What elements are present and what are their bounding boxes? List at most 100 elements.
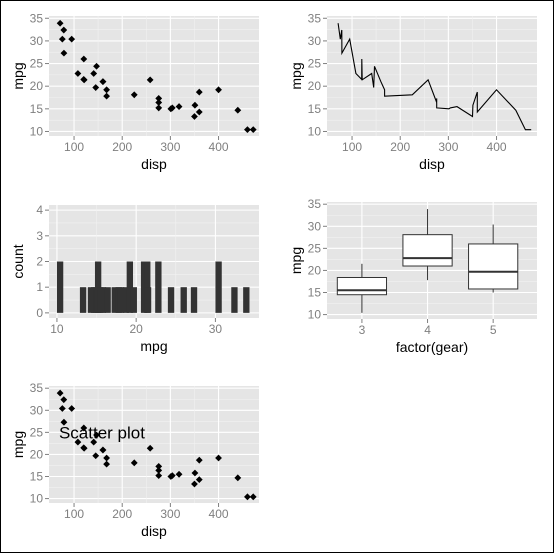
data-point [249, 493, 257, 501]
data-point [92, 84, 100, 91]
y-tick-label: 10 [308, 124, 322, 138]
data-point [68, 35, 76, 43]
y-tick-label: 35 [30, 381, 44, 395]
histogram-bar [99, 287, 107, 313]
histogram-bar [117, 287, 125, 313]
x-tick-label: 4 [424, 323, 431, 337]
x-tick-label: 200 [112, 507, 132, 521]
y-axis-title: mpg [288, 247, 304, 274]
y-tick-label: 10 [30, 124, 44, 138]
y-tick-label: 25 [30, 57, 44, 71]
data-point [215, 454, 222, 462]
data-point [195, 108, 203, 116]
data-point [99, 446, 107, 454]
y-tick-label: 20 [30, 447, 44, 461]
y-axis-title: mpg [10, 431, 26, 458]
y-tick-label: 20 [30, 79, 44, 93]
data-point [146, 444, 154, 452]
data-point [191, 113, 198, 120]
data-point [195, 476, 203, 483]
panel-background [49, 16, 259, 136]
data-point [215, 86, 222, 94]
data-point [68, 405, 76, 412]
data-point [99, 78, 107, 86]
data-point [195, 456, 203, 464]
panel-3: 0 1 2 3 4 10 20 30 mpg count [10, 203, 259, 354]
data-point [175, 470, 183, 478]
data-point [80, 444, 88, 452]
data-point [155, 466, 163, 474]
y-tick-label: 10 [30, 492, 44, 506]
y-tick-label: 20 [308, 263, 322, 277]
histogram-bar [243, 287, 250, 313]
x-tick-label: 10 [50, 322, 64, 336]
y-tick-label: 25 [30, 425, 44, 439]
y-axis-title: mpg [288, 62, 304, 89]
annotation-label: Scatter plot [59, 423, 145, 442]
data-point [191, 469, 199, 477]
x-tick-label: 400 [209, 140, 229, 154]
y-tick-label: 3 [36, 229, 43, 243]
data-point [175, 103, 183, 110]
data-point [74, 438, 82, 446]
data-point [90, 438, 98, 446]
x-axis-title: factor(gear) [396, 339, 468, 355]
data-point [80, 55, 88, 63]
y-tick-label: 35 [308, 11, 322, 25]
y-axis-title: count [10, 244, 26, 278]
panel-4: 10 15 20 25 30 35 3 4 5 factor(gear) mpg [288, 197, 537, 355]
x-axis-title: disp [141, 523, 167, 539]
data-point [56, 19, 64, 27]
histogram-bar [231, 287, 238, 313]
x-tick-label: 300 [160, 140, 180, 154]
histogram-bar [155, 261, 162, 313]
y-axis-title: mpg [10, 62, 26, 89]
data-point [130, 91, 138, 99]
histogram-bar [126, 261, 133, 313]
y-tick-label: 25 [308, 57, 322, 71]
data-point [103, 92, 111, 100]
x-tick-label: 400 [209, 507, 229, 521]
histogram-bar [111, 287, 118, 313]
histogram-bar [190, 287, 198, 313]
data-point [155, 104, 163, 112]
histogram-bar [122, 287, 130, 313]
y-tick-label: 15 [308, 102, 322, 116]
x-tick-label: 5 [490, 323, 497, 337]
y-tick-label: 0 [36, 306, 43, 320]
y-tick-label: 35 [30, 11, 44, 25]
x-tick-label: 300 [160, 507, 180, 521]
x-tick-label: 200 [390, 140, 410, 154]
data-point [103, 86, 111, 94]
data-point [60, 26, 68, 34]
data-point [74, 70, 82, 77]
box-body [468, 243, 519, 290]
y-tick-label: 1 [36, 280, 43, 294]
y-tick-label: 10 [308, 308, 322, 322]
x-tick-label: 100 [64, 507, 84, 521]
data-point [155, 462, 163, 470]
x-axis-title: mpg [140, 338, 167, 354]
box-body [336, 276, 388, 296]
y-tick-label: 15 [30, 470, 44, 484]
data-point [191, 101, 199, 109]
data-point [80, 424, 88, 432]
data-point [155, 472, 163, 480]
data-point [60, 49, 68, 57]
x-axis-title: disp [419, 156, 445, 172]
histogram-bar [144, 287, 152, 313]
histogram-bar [130, 287, 137, 313]
data-point [56, 389, 64, 397]
data-point [155, 99, 163, 106]
data-point [234, 474, 242, 482]
histogram-bar [56, 261, 64, 313]
data-point [249, 126, 257, 134]
x-tick-label: 400 [487, 140, 507, 154]
panel-5: Scatter plot 10 15 20 25 30 35 100 200 300 400 disp… [10, 381, 259, 539]
data-point [195, 88, 203, 96]
data-point [167, 473, 175, 480]
y-tick-label: 15 [30, 102, 44, 116]
box-body [402, 234, 453, 267]
